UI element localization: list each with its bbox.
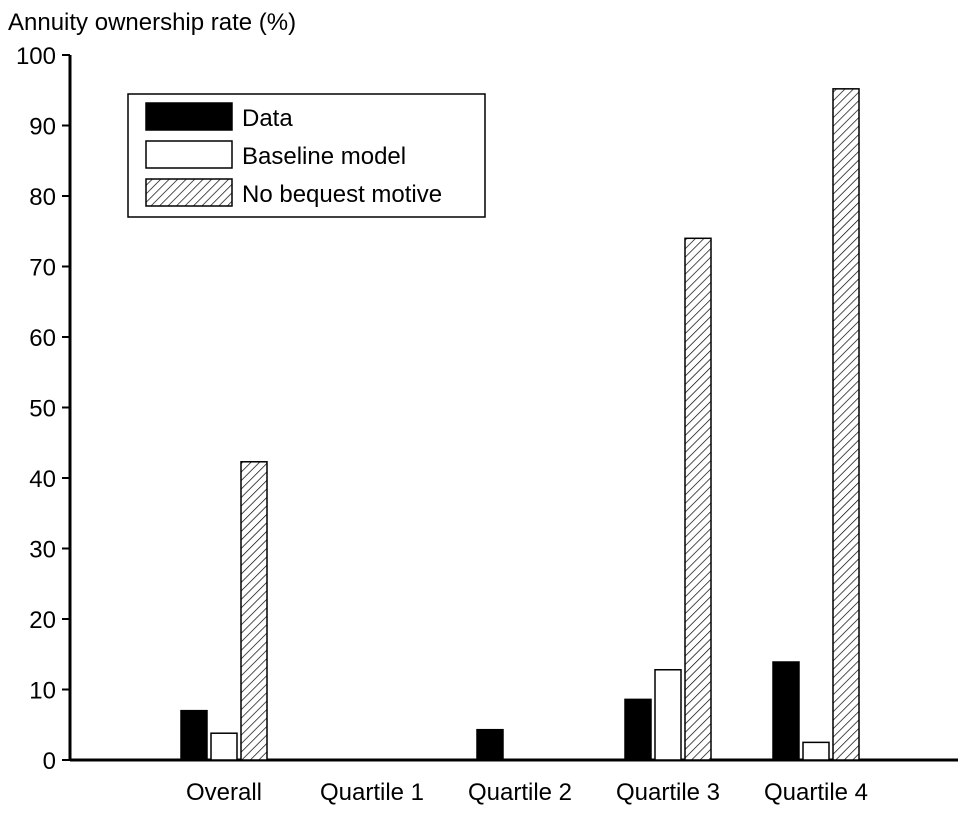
y-tick-label: 20 xyxy=(29,607,56,634)
y-tick-label: 50 xyxy=(29,396,56,423)
legend: Data Baseline model No bequest motive xyxy=(127,93,486,218)
bar-no-bequest-motive-3 xyxy=(684,237,712,761)
y-tick-label: 70 xyxy=(29,255,56,282)
y-tick-label: 0 xyxy=(43,748,56,775)
x-tick-label: Quartile 2 xyxy=(468,779,572,806)
bar-no-bequest-motive-4 xyxy=(832,88,860,761)
bar-data-3 xyxy=(624,698,652,761)
y-axis-label: Annuity ownership rate (%) xyxy=(8,9,296,36)
bar-baseline-model-3 xyxy=(654,669,682,761)
x-labels-group: Overall Quartile 1 Quartile 2 Quartile 3 Qua… xyxy=(186,779,868,806)
y-tick-label: 60 xyxy=(29,325,56,352)
x-tick-label: Quartile 1 xyxy=(320,779,424,806)
bar-data-2 xyxy=(476,728,504,761)
y-tick-label: 80 xyxy=(29,184,56,211)
legend-label: Data xyxy=(242,105,293,132)
y-ticks-group: 0 10 20 30 40 50 60 70 80 90 100 xyxy=(16,43,70,775)
legend-label: Baseline model xyxy=(242,143,406,170)
x-tick-label: Quartile 4 xyxy=(764,779,868,806)
legend-swatch xyxy=(145,178,233,207)
x-tick-label: Overall xyxy=(186,779,262,806)
bar-data-0 xyxy=(180,709,208,761)
bar-baseline-model-0 xyxy=(210,732,238,761)
bar-baseline-model-4 xyxy=(802,741,830,761)
bar-data-4 xyxy=(772,661,800,761)
legend-swatch xyxy=(145,140,233,169)
y-tick-label: 30 xyxy=(29,537,56,564)
legend-label: No bequest motive xyxy=(242,181,442,208)
y-tick-label: 10 xyxy=(29,678,56,705)
bar-no-bequest-motive-0 xyxy=(240,461,268,761)
y-tick-label: 90 xyxy=(29,114,56,141)
y-tick-label: 40 xyxy=(29,466,56,493)
x-tick-label: Quartile 3 xyxy=(616,779,720,806)
bars-group xyxy=(180,88,860,761)
y-tick-label: 100 xyxy=(16,43,56,70)
legend-swatch xyxy=(145,102,233,131)
